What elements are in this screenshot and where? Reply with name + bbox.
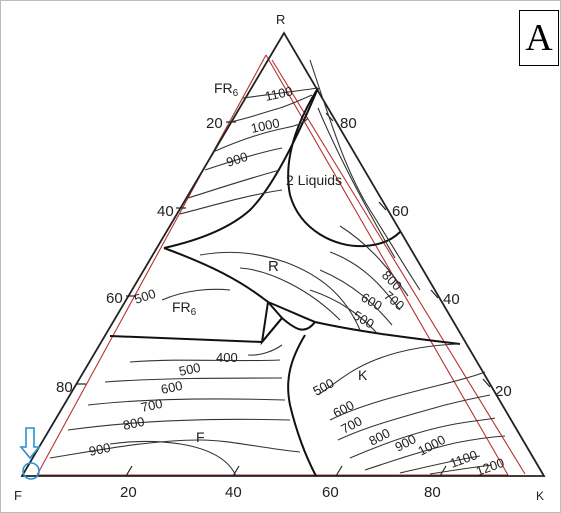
- iso-label-400: 400: [216, 350, 238, 365]
- ternary-triangle: [20, 31, 546, 477]
- isotherm-lines: [49, 59, 506, 477]
- phase-label-two-liquids: 2 Liquids: [286, 172, 342, 188]
- down-arrow-icon: [19, 427, 41, 460]
- circle-marker-icon: [22, 462, 40, 480]
- iso-f-lower: [109, 440, 237, 477]
- left-tick-20: 20: [206, 115, 223, 132]
- right-tick-40: 40: [443, 291, 460, 308]
- left-tick-80: 80: [56, 379, 73, 396]
- red-overlay: [36, 54, 526, 476]
- iso-label-1100-top: 1100: [264, 83, 294, 103]
- iso-label-900-f: 900: [88, 440, 112, 459]
- iso-500-k: [317, 343, 461, 396]
- phase-boundaries: [109, 87, 461, 477]
- tick-bottom-80: [439, 465, 447, 477]
- boundary-junction: [281, 317, 316, 331]
- iso-k-1200-arc: [309, 59, 421, 291]
- iso-800-f: [67, 418, 291, 431]
- phase-label-r: R: [268, 258, 279, 275]
- iso-k-1100-arc: [317, 107, 396, 259]
- red-left-edge: [36, 54, 267, 476]
- iso-700-top: [187, 169, 281, 199]
- panel-label: A: [519, 10, 559, 66]
- iso-1100-k: [429, 464, 493, 475]
- tick-right-20: [482, 378, 491, 388]
- iso-400: [247, 344, 283, 356]
- iso-600-f: [104, 377, 283, 383]
- boundary-fr6-r-left: [163, 247, 269, 303]
- iso-800-r: [339, 225, 409, 297]
- iso-label-600-f: 600: [160, 378, 184, 397]
- red-diagonal-1: [265, 54, 509, 476]
- vertex-label-left: F: [14, 488, 22, 503]
- boundary-fr6-f: [109, 335, 263, 343]
- iso-label-900-top: 900: [224, 149, 249, 170]
- iso-600-top: [179, 189, 283, 215]
- iso-700-k: [337, 394, 491, 441]
- vertex-label-top: R: [276, 12, 285, 27]
- iso-label-500-r: 500: [351, 308, 377, 332]
- iso-700-r: [329, 251, 401, 311]
- iso-label-700-f: 700: [140, 396, 164, 415]
- right-tick-80: 80: [340, 115, 357, 132]
- tick-bottom-60: [335, 465, 343, 477]
- iso-label-800-k: 800: [366, 425, 392, 448]
- iso-600-k: [329, 371, 486, 421]
- iso-900-f: [49, 439, 301, 459]
- right-tick-20: 20: [495, 383, 512, 400]
- corner-marker: [19, 427, 41, 480]
- right-tick-60: 60: [392, 203, 409, 220]
- bottom-tick-20: 20: [120, 484, 137, 501]
- iso-label-500-k: 500: [310, 375, 336, 398]
- boundary-tie: [261, 317, 283, 343]
- bottom-tick-60: 60: [322, 484, 339, 501]
- phase-label-fr6-top: FR6: [214, 80, 239, 99]
- iso-600-r: [319, 269, 393, 326]
- iso-900-k: [364, 435, 506, 471]
- phase-label-fr6-mid: FR6: [172, 299, 197, 318]
- iso-1000-top: [229, 94, 313, 123]
- tick-right-60: [378, 201, 387, 211]
- phase-label-f: F: [196, 429, 205, 445]
- iso-1000-k: [399, 455, 481, 474]
- left-tick-40: 40: [157, 203, 174, 220]
- tick-bottom-40: [232, 465, 240, 477]
- iso-700-f: [87, 398, 286, 406]
- iso-label-1000-top: 1000: [250, 115, 281, 136]
- left-tick-60: 60: [106, 290, 123, 307]
- iso-label-1000-k: 1000: [415, 432, 448, 459]
- iso-500-f: [129, 359, 281, 363]
- iso-label-500-left: 500: [132, 286, 157, 307]
- tick-right-40: [430, 289, 439, 299]
- iso-800-k: [349, 417, 496, 459]
- bottom-tick-80: 80: [424, 484, 441, 501]
- boundary-f-k: [287, 334, 317, 477]
- boundary-r-k: [267, 301, 461, 345]
- iso-800-top: [204, 147, 283, 171]
- phase-label-k: K: [358, 367, 368, 383]
- iso-r-field-1: [199, 251, 361, 331]
- iso-1100-top: [242, 87, 319, 99]
- boundary-fr6-r-upper: [163, 87, 319, 249]
- iso-500-left: [161, 288, 231, 301]
- iso-label-800-f: 800: [122, 414, 146, 433]
- red-diagonal-2: [271, 59, 526, 475]
- iso-500-r: [309, 289, 377, 333]
- iso-label-500-f: 500: [178, 360, 202, 379]
- vertex-label-right: K: [536, 489, 544, 503]
- boundary-two-liquids: [287, 87, 401, 248]
- tick-bottom-20: [125, 465, 133, 477]
- iso-r-field-2: [239, 267, 341, 321]
- bottom-tick-40: 40: [225, 484, 242, 501]
- iso-900-top: [212, 117, 309, 153]
- iso-label-900-k: 900: [392, 431, 418, 454]
